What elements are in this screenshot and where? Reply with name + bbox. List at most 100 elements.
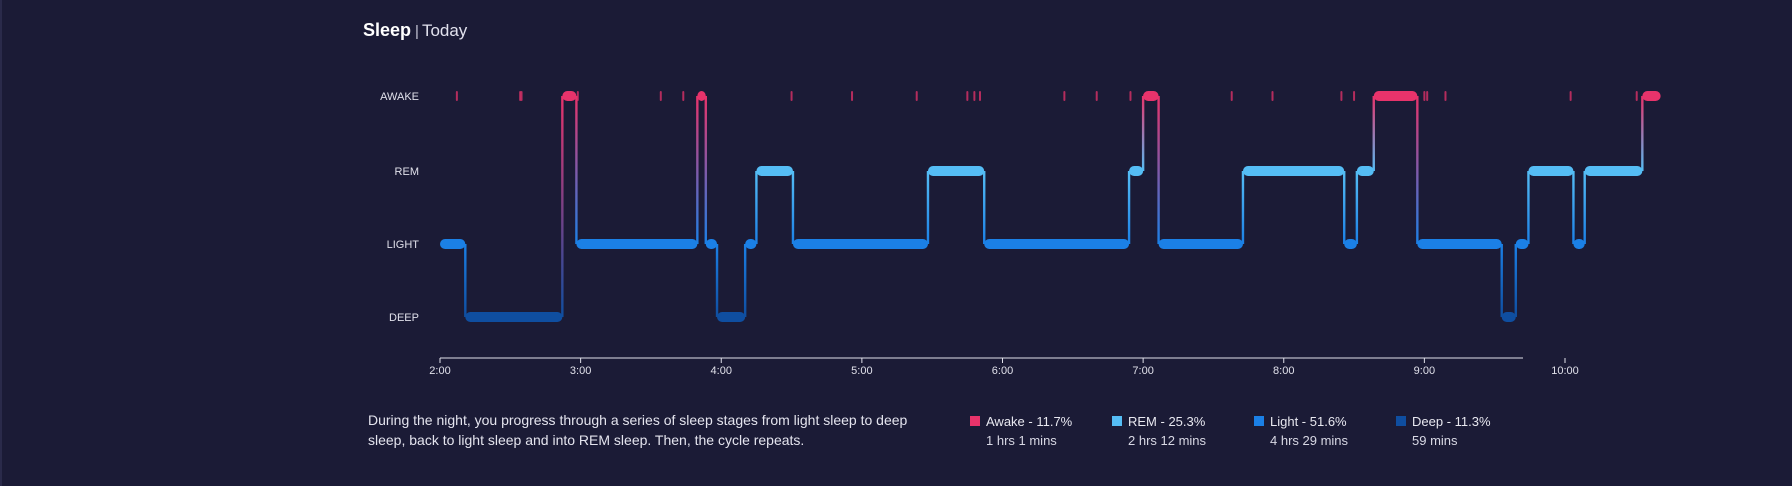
stage-bar-light bbox=[792, 239, 928, 249]
stage-transition bbox=[983, 171, 986, 244]
legend-item-deep: Deep - 11.3% 59 mins bbox=[1396, 412, 1536, 448]
stage-bar-rem bbox=[756, 166, 793, 176]
stage-bar-deep bbox=[1501, 312, 1516, 322]
legend-duration: 59 mins bbox=[1412, 433, 1458, 448]
legend-label: Deep - 11.3% bbox=[1412, 413, 1491, 429]
brief-awakening-mark bbox=[1129, 91, 1132, 101]
legend-label: REM - 25.3% bbox=[1128, 413, 1206, 429]
brief-awakening-mark bbox=[1569, 91, 1572, 101]
brief-awakening-mark bbox=[1423, 91, 1426, 101]
stage-transition bbox=[791, 171, 795, 244]
brief-awakening-mark bbox=[1340, 91, 1343, 101]
stage-transition bbox=[561, 96, 564, 317]
stage-transition bbox=[464, 244, 467, 317]
x-tick-label: 7:00 bbox=[1132, 365, 1153, 377]
stage-transition bbox=[1583, 171, 1586, 244]
brief-awakening-mark bbox=[1230, 91, 1233, 101]
stage-transition bbox=[575, 96, 578, 244]
brief-awakening-mark bbox=[790, 91, 793, 101]
x-tick-label: 8:00 bbox=[1273, 365, 1294, 377]
stage-bar-awake bbox=[562, 91, 577, 101]
legend-duration: 4 hrs 29 mins bbox=[1270, 433, 1349, 448]
stage-transition bbox=[1527, 171, 1530, 244]
x-tick-label: 2:00 bbox=[429, 365, 450, 377]
x-tick-label: 9:00 bbox=[1414, 365, 1435, 377]
legend-label: Light - 51.6% bbox=[1270, 413, 1347, 429]
stage-bar-light bbox=[1417, 239, 1502, 249]
brief-awakening-mark bbox=[966, 91, 969, 101]
brief-awakening-mark bbox=[973, 91, 976, 101]
stage-bar-light bbox=[576, 239, 698, 249]
x-tick-label: 5:00 bbox=[851, 365, 872, 377]
brief-awakening-mark bbox=[851, 91, 854, 101]
stage-bar-light bbox=[1573, 239, 1585, 249]
x-tick-label: 3:00 bbox=[570, 365, 591, 377]
stage-bar-deep bbox=[717, 312, 746, 322]
brief-awakening-mark bbox=[455, 91, 458, 101]
x-tick-label: 10:00 bbox=[1551, 365, 1579, 377]
stage-transition bbox=[1355, 171, 1359, 244]
y-label-rem: REM bbox=[395, 166, 419, 178]
stage-bar-awake bbox=[1143, 91, 1159, 101]
stage-bar-light bbox=[440, 239, 466, 249]
stage-bar-awake bbox=[1373, 91, 1418, 101]
x-tick-label: 6:00 bbox=[992, 365, 1013, 377]
stage-transition bbox=[1241, 171, 1245, 244]
stage-bar-light bbox=[745, 239, 757, 249]
stage-transition bbox=[743, 244, 747, 317]
stage-transition bbox=[1416, 96, 1419, 244]
stage-bar-rem bbox=[927, 166, 985, 176]
page-title: Sleep bbox=[363, 20, 412, 40]
brief-awakening-mark bbox=[1444, 91, 1447, 101]
x-tick-label: 4:00 bbox=[711, 365, 732, 377]
legend-duration: 1 hrs 1 mins bbox=[986, 433, 1057, 448]
stage-bar-deep bbox=[465, 312, 563, 322]
stage-bar-rem bbox=[1584, 166, 1643, 176]
legend-item-light: Light - 51.6% 4 hrs 29 mins bbox=[1254, 412, 1394, 448]
stage-transition bbox=[1514, 244, 1517, 317]
legend-label: Awake - 11.7% bbox=[986, 413, 1073, 429]
stage-transition bbox=[1500, 244, 1503, 317]
stage-transition bbox=[1157, 96, 1160, 244]
stage-bar-rem bbox=[1356, 166, 1374, 176]
stage-transition bbox=[715, 244, 719, 317]
stage-transition bbox=[1141, 96, 1145, 171]
stage-bar-light bbox=[1158, 239, 1243, 249]
brief-awakening-mark bbox=[682, 91, 685, 101]
brief-awakening-mark bbox=[915, 91, 918, 101]
chart-header: Sleep | Today bbox=[363, 19, 467, 43]
legend-swatch-rem bbox=[1112, 416, 1122, 426]
stage-bar-rem bbox=[1129, 166, 1144, 176]
stage-bar-light bbox=[705, 239, 718, 249]
legend-swatch-deep bbox=[1396, 416, 1406, 426]
sleep-stage-chart: AWAKE REM LIGHT DEEP 2:00 3:00 4:00 5:00 6:00 7:0… bbox=[380, 91, 1661, 377]
sleep-description: During the night, you progress through a… bbox=[368, 412, 908, 448]
legend-swatch-light bbox=[1254, 416, 1264, 426]
stage-transition bbox=[1572, 171, 1575, 244]
stage-bar-light bbox=[1515, 239, 1529, 249]
brief-awakening-mark bbox=[1063, 91, 1066, 101]
stage-transition bbox=[704, 96, 707, 244]
brief-awakening-mark bbox=[1635, 91, 1638, 101]
title-separator: | bbox=[415, 23, 419, 40]
stage-bar-awake bbox=[697, 91, 706, 101]
stage-transition bbox=[696, 96, 699, 244]
stage-bar-light bbox=[984, 239, 1130, 249]
stage-transition bbox=[926, 171, 930, 244]
stage-bar-rem bbox=[1242, 166, 1345, 176]
brief-awakening-mark bbox=[1353, 91, 1356, 101]
brief-awakening-mark bbox=[1426, 91, 1429, 101]
period-label: Today bbox=[421, 21, 468, 40]
y-label-light: LIGHT bbox=[387, 239, 420, 251]
legend: Awake - 11.7% 1 hrs 1 mins REM - 25.3% 2 hr… bbox=[970, 412, 1530, 456]
legend-duration: 2 hrs 12 mins bbox=[1128, 433, 1207, 448]
stage-transition bbox=[1372, 96, 1375, 171]
brief-awakening-mark bbox=[576, 91, 579, 101]
y-label-awake: AWAKE bbox=[380, 91, 419, 103]
stage-bar-rem bbox=[1528, 166, 1574, 176]
brief-awakening-mark bbox=[979, 91, 981, 101]
stage-transition bbox=[755, 171, 758, 244]
stage-transition bbox=[1641, 96, 1644, 171]
brief-awakening-mark bbox=[520, 91, 523, 101]
stage-bar-light bbox=[1344, 239, 1357, 249]
